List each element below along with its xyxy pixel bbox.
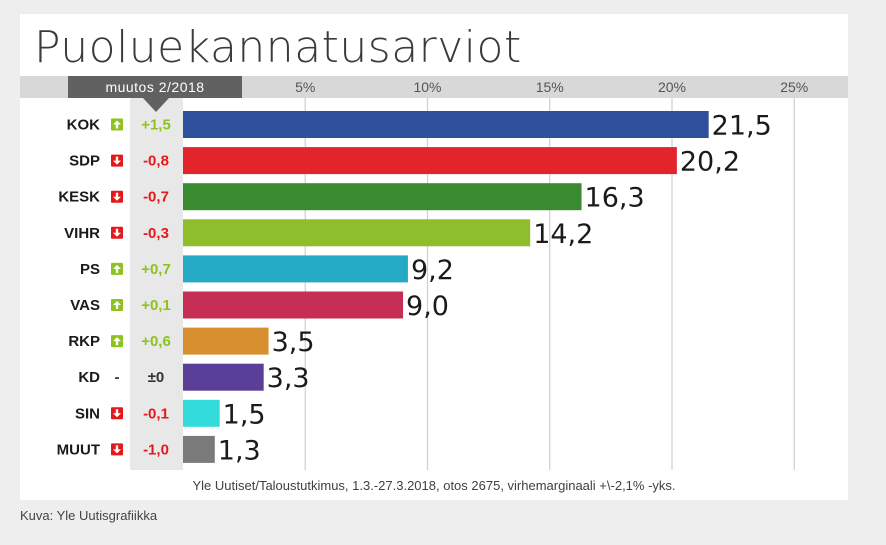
- change-value: -0,1: [143, 405, 169, 422]
- category-label: KESK: [58, 189, 100, 206]
- category-label: SDP: [69, 153, 100, 170]
- change-value: -0,7: [143, 189, 169, 206]
- value-label: 9,2: [411, 255, 454, 286]
- arrow-down-glyph: [113, 192, 121, 201]
- category-label: RKP: [68, 333, 100, 350]
- value-label: 21,5: [712, 111, 772, 142]
- value-label: 20,2: [680, 147, 740, 178]
- no-change-icon: -: [115, 369, 120, 386]
- value-label: 1,3: [218, 435, 261, 466]
- change-value: ±0: [148, 369, 165, 386]
- bar: [183, 399, 220, 427]
- change-column-background: [130, 98, 183, 470]
- image-credit: Kuva: Yle Uutisgrafiikka: [20, 508, 158, 523]
- change-value: -0,3: [143, 225, 169, 242]
- x-tick-label: 20%: [658, 79, 686, 95]
- value-label: 1,5: [223, 399, 266, 430]
- arrow-up-glyph: [113, 264, 121, 273]
- x-tick-label: 10%: [413, 79, 441, 95]
- bar: [183, 255, 408, 283]
- x-tick-label: 5%: [295, 79, 315, 95]
- change-column-header: muutos 2/2018: [68, 76, 242, 98]
- arrow-down-glyph: [113, 156, 121, 165]
- value-label: 9,0: [406, 291, 449, 322]
- arrow-down-glyph: [113, 228, 121, 237]
- arrow-up-glyph: [113, 337, 121, 346]
- category-label: VAS: [70, 297, 100, 314]
- change-value: +0,7: [141, 261, 171, 278]
- change-header-pointer: [143, 98, 169, 112]
- value-label: 3,5: [272, 327, 315, 358]
- change-value: +1,5: [141, 117, 171, 134]
- category-label: MUUT: [57, 441, 100, 458]
- category-label: PS: [80, 261, 100, 278]
- bar: [183, 219, 531, 247]
- chart-card: Puoluekannatusarviot muutos 2/2018 5% 10%…: [20, 14, 848, 500]
- bar: [183, 327, 269, 355]
- category-label: SIN: [75, 405, 100, 422]
- bar-chart: 5% 10% 15% 20% 25% KOK +1,5 21,5 SDP -0,8 20,2 KESK…: [57, 79, 808, 470]
- bar: [183, 435, 215, 463]
- value-label: 3,3: [267, 363, 310, 394]
- category-label: KOK: [67, 117, 101, 134]
- bar: [183, 291, 404, 319]
- x-tick-label: 15%: [536, 79, 564, 95]
- chart-title: Puoluekannatusarviot: [34, 22, 522, 73]
- category-label: VIHR: [64, 225, 100, 242]
- category-label: KD: [78, 369, 100, 386]
- change-value: +0,6: [141, 333, 171, 350]
- value-label: 16,3: [585, 183, 645, 214]
- change-value: +0,1: [141, 297, 171, 314]
- arrow-down-glyph: [113, 445, 121, 454]
- arrow-up-glyph: [113, 120, 121, 129]
- arrow-up-glyph: [113, 301, 121, 309]
- change-value: -0,8: [143, 153, 169, 170]
- source-note: Yle Uutiset/Taloustutkimus, 1.3.-27.3.20…: [192, 478, 676, 493]
- bar: [183, 363, 264, 391]
- bar: [183, 183, 582, 211]
- x-tick-label: 25%: [780, 79, 808, 95]
- bar: [183, 111, 709, 138]
- change-value: -1,0: [143, 441, 169, 458]
- value-label: 14,2: [533, 219, 593, 250]
- arrow-down-glyph: [113, 409, 121, 418]
- bar: [183, 147, 677, 175]
